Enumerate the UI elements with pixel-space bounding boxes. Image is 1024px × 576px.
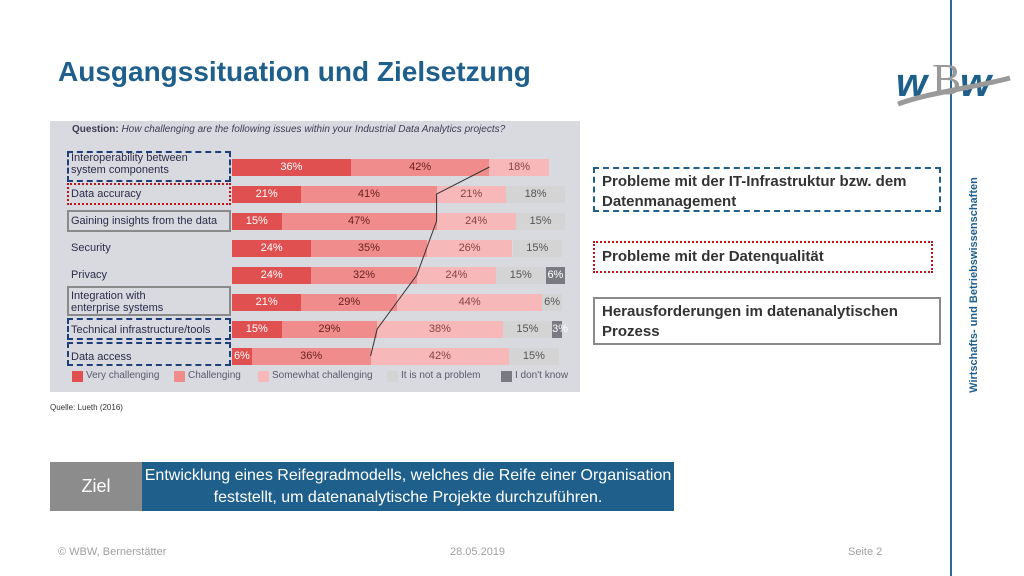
footer-date: 28.05.2019 <box>450 546 506 558</box>
category-label: Interoperability between system component… <box>71 152 188 176</box>
source-note: Quelle: Lueth (2016) <box>50 403 123 412</box>
bar-segment: 15% <box>496 267 546 284</box>
bar-segment: 36% <box>251 348 371 365</box>
bar-row: 15% 47% 24% 15% <box>232 213 566 230</box>
connector-line <box>370 166 490 357</box>
legend-swatch <box>258 371 269 382</box>
bar-segment: 42% <box>350 159 490 176</box>
bar-segment: 36% <box>232 159 351 176</box>
page-title: Ausgangssituation und Zielsetzung <box>58 56 531 87</box>
legend-swatch <box>174 371 185 382</box>
bar-segment: 15% <box>232 213 282 230</box>
bar-segment: 41% <box>301 186 437 203</box>
bar-segment: 29% <box>281 321 378 338</box>
bar-row: 36% 42% 18% <box>232 159 562 176</box>
category-label: Data access <box>71 351 132 363</box>
bar-segment: 24% <box>416 267 496 284</box>
legend-label: Challenging <box>188 370 241 381</box>
survey-chart-figure: Question: How challenging are the follow… <box>50 121 580 392</box>
bar-segment: 21% <box>232 186 302 203</box>
category-label: Privacy <box>71 269 108 281</box>
bar-segment: 38% <box>377 321 503 338</box>
bar-row: 24% 35% 26% 15% <box>232 240 562 257</box>
legend-swatch <box>501 371 512 382</box>
question-label: Question: <box>72 124 119 135</box>
bar-row: 15% 29% 38% 15% 3% <box>232 321 568 338</box>
bar-segment: 15% <box>512 240 562 257</box>
bar-segment: 32% <box>311 267 417 284</box>
bar-segment: 24% <box>232 240 312 257</box>
category-label: Integration with enterprise systems <box>71 290 164 314</box>
legend-swatch <box>72 371 83 382</box>
bar-segment: 47% <box>281 213 437 230</box>
bar-segment: 26% <box>426 240 513 257</box>
bar-row: 24% 32% 24% 15% 6% <box>232 267 566 284</box>
callout-data-quality: Probleme mit der Datenqualität <box>593 241 933 273</box>
category-label: Security <box>71 242 111 254</box>
bar-row: 6% 36% 42% 15% <box>232 348 562 365</box>
bar-segment: 6% <box>545 267 566 284</box>
goal-label: Ziel <box>50 462 142 511</box>
bar-segment: 6% <box>232 348 252 365</box>
svg-text:B: B <box>932 55 961 104</box>
legend-label: It is not a problem <box>401 370 481 381</box>
footer-page-number: Seite 2 <box>848 546 883 558</box>
highlight-process-2 <box>67 286 231 316</box>
side-label: Wirtschafts- und Betriebswissenschaften <box>968 177 980 393</box>
connector-polyline <box>370 166 490 357</box>
highlight-infrastructure-1 <box>67 151 231 182</box>
bar-segment: 6% <box>542 294 562 311</box>
bar-segment: 24% <box>232 267 312 284</box>
legend-swatch <box>387 371 398 382</box>
legend-label: I don't know <box>515 370 569 381</box>
bar-segment: 15% <box>502 321 553 338</box>
category-label: Gaining insights from the data <box>71 215 218 227</box>
bar-segment: 18% <box>505 186 566 203</box>
highlight-infrastructure-3 <box>67 342 231 366</box>
bar-segment: 24% <box>436 213 516 230</box>
bar-segment: 21% <box>436 186 506 203</box>
category-label: Data accuracy <box>71 188 142 200</box>
category-label: Technical infrastructure/tools <box>71 324 211 336</box>
wbw-logo: w B w <box>892 54 1016 124</box>
question-text: How challenging are the following issues… <box>121 124 506 135</box>
vertical-divider <box>950 0 952 576</box>
footer-copyright: © WBW, Bernerstätter <box>58 546 167 558</box>
bar-segment: 21% <box>232 294 302 311</box>
bar-segment: 18% <box>489 159 549 176</box>
bar-row: 21% 41% 21% 18% <box>232 186 566 203</box>
bar-row: 21% 29% 44% 6% <box>232 294 562 311</box>
chart-question: Question: How challenging are the follow… <box>72 124 505 135</box>
bar-segment: 29% <box>301 294 397 311</box>
legend-label: Somewhat challenging <box>272 370 373 381</box>
highlight-data-quality <box>67 183 231 205</box>
bar-segment: 15% <box>509 348 559 365</box>
callout-it-infrastructure: Probleme mit der IT-Infrastruktur bzw. d… <box>593 167 941 212</box>
bar-segment: 15% <box>232 321 282 338</box>
legend-label: Very challenging <box>86 370 160 381</box>
bar-segment: 42% <box>370 348 510 365</box>
bar-segment: 44% <box>397 294 543 311</box>
callout-analytics-process: Herausforderungen im datenanalytischen P… <box>593 297 941 345</box>
bar-segment: 35% <box>311 240 427 257</box>
bar-segment: 15% <box>515 213 566 230</box>
highlight-process-1 <box>67 210 231 232</box>
highlight-infrastructure-2 <box>67 318 231 340</box>
goal-text: Entwicklung eines Reifegradmodells, welc… <box>142 462 674 511</box>
